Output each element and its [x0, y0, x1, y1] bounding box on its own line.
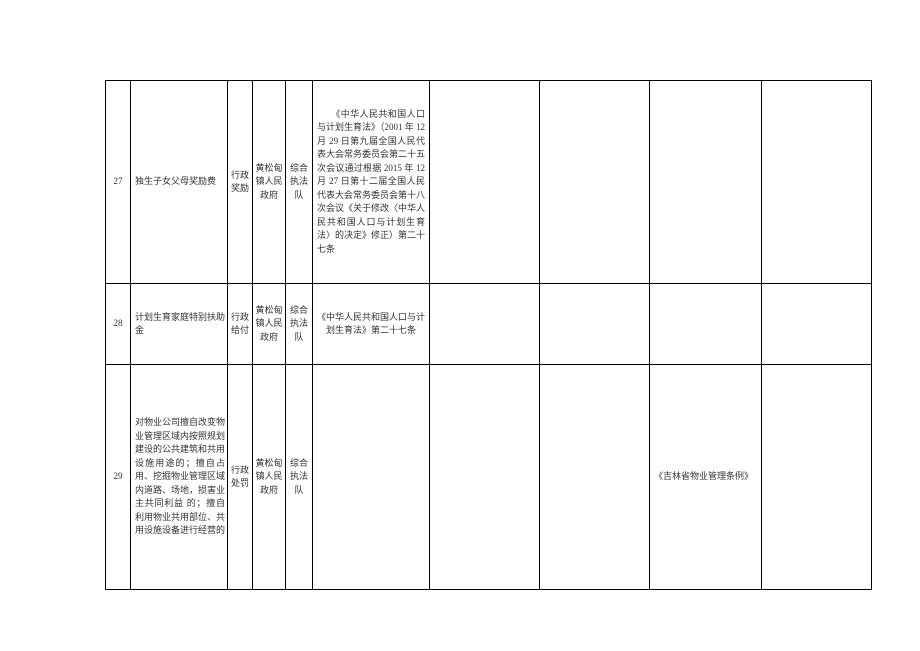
cell-blank [650, 81, 762, 284]
cell-basis [313, 365, 430, 590]
cell-org: 黄松甸镇人民政府 [253, 365, 286, 590]
cell-team: 综合执法队 [286, 284, 313, 365]
cell-index: 28 [106, 284, 131, 365]
cell-team: 综合执法队 [286, 365, 313, 590]
cell-blank [650, 284, 762, 365]
cell-basis: 《中华人民共和国人口与计划生育法》第二十七条 [313, 284, 430, 365]
cell-org: 黄松甸镇人民政府 [253, 284, 286, 365]
cell-index: 29 [106, 365, 131, 590]
cell-blank [430, 365, 540, 590]
cell-ref: 《吉林省物业管理条例》 [650, 365, 762, 590]
cell-blank [762, 284, 872, 365]
cell-name: 计划生育家庭特别扶助金 [131, 284, 228, 365]
document-page: 27 独生子女父母奖励费 行政奖励 黄松甸镇人民政府 综合执法队 《中华人民共和… [0, 0, 920, 651]
cell-basis: 《中华人民共和国人口与计划生育法》（2001 年 12 月 29 日第九届全国人… [313, 81, 430, 284]
table-row: 28 计划生育家庭特别扶助金 行政给付 黄松甸镇人民政府 综合执法队 《中华人民… [106, 284, 872, 365]
cell-type: 行政给付 [228, 284, 253, 365]
table-row: 27 独生子女父母奖励费 行政奖励 黄松甸镇人民政府 综合执法队 《中华人民共和… [106, 81, 872, 284]
cell-blank [762, 365, 872, 590]
policy-table: 27 独生子女父母奖励费 行政奖励 黄松甸镇人民政府 综合执法队 《中华人民共和… [105, 80, 872, 590]
cell-blank [430, 81, 540, 284]
cell-name: 独生子女父母奖励费 [131, 81, 228, 284]
cell-blank [762, 81, 872, 284]
cell-blank [540, 81, 650, 284]
cell-org: 黄松甸镇人民政府 [253, 81, 286, 284]
cell-type: 行政处罚 [228, 365, 253, 590]
cell-index: 27 [106, 81, 131, 284]
cell-blank [540, 284, 650, 365]
table-row: 29 对物业公司擅自改变物业管理区域内按照规划建设的公共建筑和共用设施用途的；擅… [106, 365, 872, 590]
cell-name: 对物业公司擅自改变物业管理区域内按照规划建设的公共建筑和共用设施用途的；擅自占用… [131, 365, 228, 590]
cell-team: 综合执法队 [286, 81, 313, 284]
cell-type: 行政奖励 [228, 81, 253, 284]
cell-blank [430, 284, 540, 365]
cell-blank [540, 365, 650, 590]
